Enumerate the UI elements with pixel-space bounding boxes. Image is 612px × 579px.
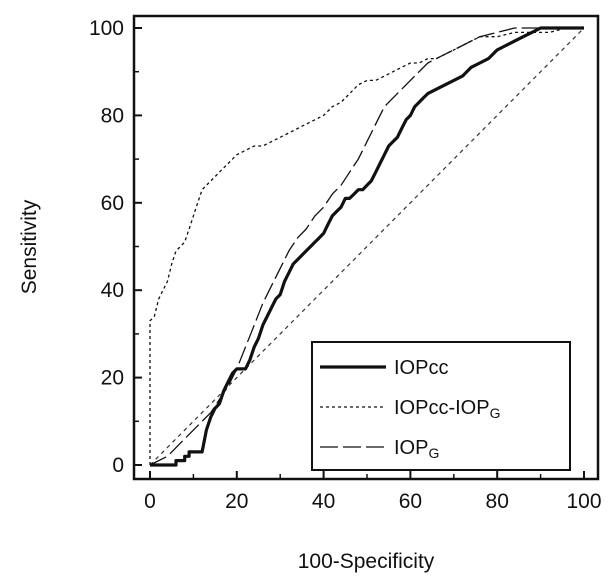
legend-label-main: IOP <box>394 437 428 459</box>
y-axis-title: Sensitivity <box>18 199 41 294</box>
x-axis-title: 100-Specificity <box>298 550 435 573</box>
x-tick-label: 0 <box>144 490 156 513</box>
y-tick-label: 100 <box>89 17 124 40</box>
legend-label-subscript: G <box>490 405 501 421</box>
y-tick-label: 80 <box>101 104 124 127</box>
legend-label-subscript: G <box>428 445 439 461</box>
x-tick-label: 100 <box>566 490 601 513</box>
x-tick-label: 60 <box>399 490 422 513</box>
x-axis-ticks: 0 20 40 60 80 100 <box>144 471 601 513</box>
legend-label-0: IOPcc <box>394 357 448 379</box>
legend-label-main: IOPcc-IOP <box>394 397 490 419</box>
x-tick-label: 20 <box>225 490 248 513</box>
y-tick-label: 60 <box>101 192 124 215</box>
x-tick-label: 80 <box>486 490 509 513</box>
y-tick-label: 20 <box>101 367 124 390</box>
x-tick-label: 40 <box>312 490 335 513</box>
legend-label-main: IOPcc <box>394 357 448 379</box>
y-tick-label: 40 <box>101 279 124 302</box>
y-tick-label: 0 <box>112 454 124 477</box>
legend-label-1: IOPcc-IOPG <box>394 397 500 421</box>
